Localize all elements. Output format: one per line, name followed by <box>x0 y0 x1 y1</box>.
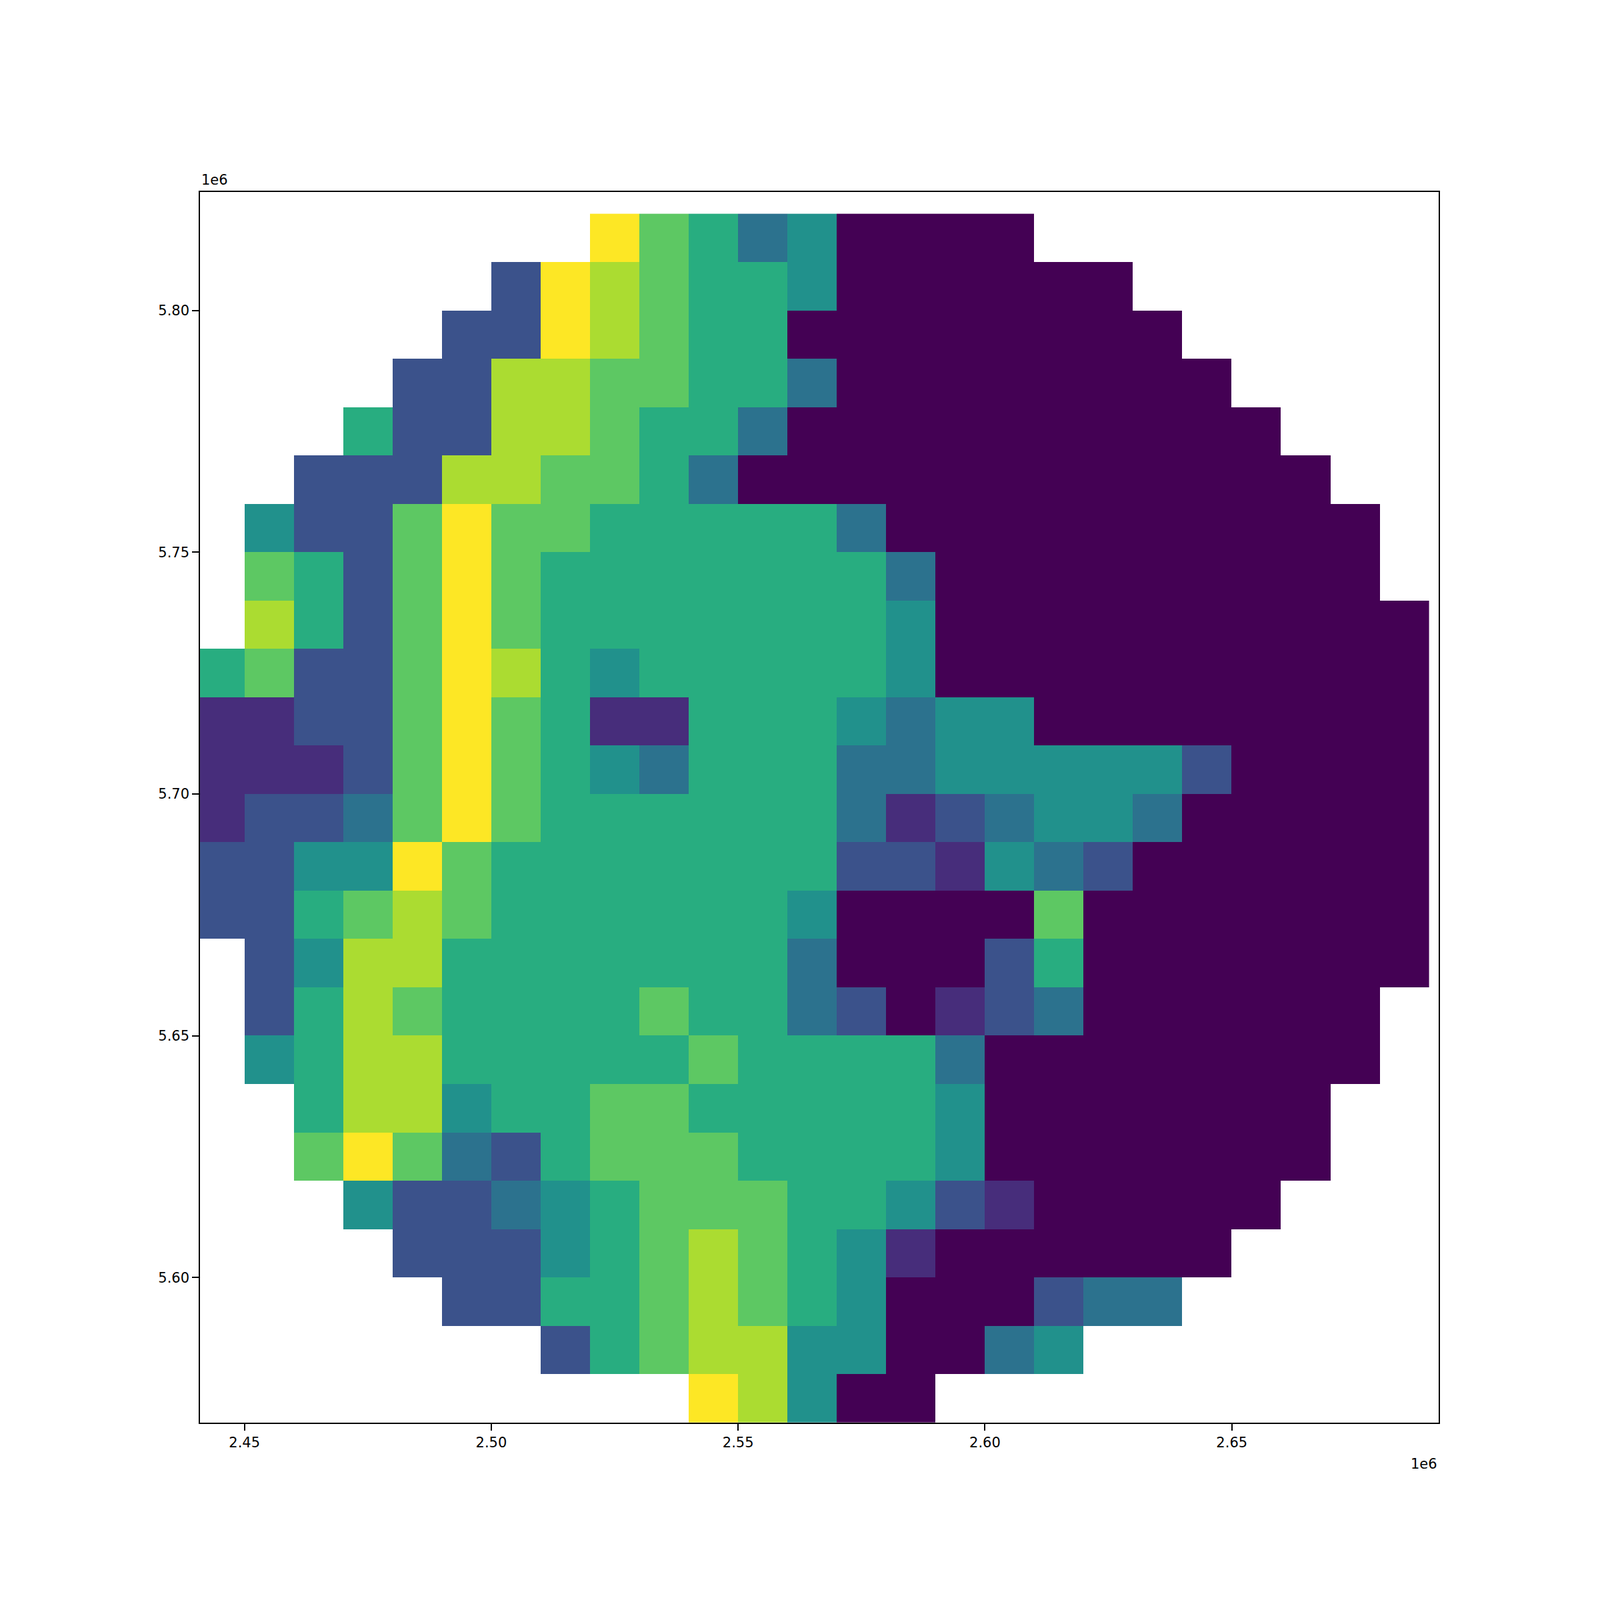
svg-text:2.60: 2.60 <box>969 1434 1001 1451</box>
svg-text:5.80: 5.80 <box>158 302 190 319</box>
svg-text:1e6: 1e6 <box>1410 1456 1438 1472</box>
svg-text:5.65: 5.65 <box>158 1028 190 1044</box>
svg-text:2.50: 2.50 <box>476 1434 508 1451</box>
svg-text:5.75: 5.75 <box>158 544 190 561</box>
svg-text:2.65: 2.65 <box>1216 1434 1248 1451</box>
svg-text:1e6: 1e6 <box>201 172 228 188</box>
svg-text:5.60: 5.60 <box>158 1270 190 1286</box>
svg-text:2.45: 2.45 <box>228 1434 260 1451</box>
svg-text:5.70: 5.70 <box>158 786 190 802</box>
svg-text:2.55: 2.55 <box>722 1434 754 1451</box>
